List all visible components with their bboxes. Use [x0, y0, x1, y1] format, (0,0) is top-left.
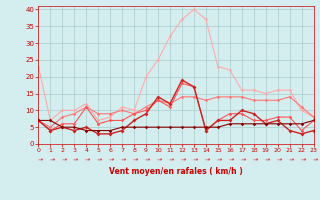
Text: ↗: ↗ [286, 156, 293, 163]
Text: ↗: ↗ [83, 156, 90, 163]
Text: ↗: ↗ [250, 156, 257, 163]
Text: ↗: ↗ [47, 156, 54, 163]
Text: ↗: ↗ [262, 156, 269, 163]
Text: ↗: ↗ [310, 156, 317, 163]
Text: ↗: ↗ [214, 156, 221, 163]
Text: ↗: ↗ [131, 156, 138, 163]
Text: ↗: ↗ [190, 156, 197, 163]
Text: ↗: ↗ [71, 156, 78, 163]
X-axis label: Vent moyen/en rafales ( km/h ): Vent moyen/en rafales ( km/h ) [109, 167, 243, 176]
Text: ↗: ↗ [35, 156, 42, 163]
Text: ↗: ↗ [179, 156, 185, 163]
Text: ↗: ↗ [95, 156, 102, 163]
Text: ↗: ↗ [155, 156, 162, 163]
Text: ↗: ↗ [143, 156, 149, 163]
Text: ↗: ↗ [203, 156, 209, 163]
Text: ↗: ↗ [107, 156, 114, 163]
Text: ↗: ↗ [238, 156, 245, 163]
Text: ↗: ↗ [227, 156, 233, 163]
Text: ↗: ↗ [274, 156, 281, 163]
Text: ↗: ↗ [298, 156, 305, 163]
Text: ↗: ↗ [59, 156, 66, 163]
Text: ↗: ↗ [119, 156, 125, 163]
Text: ↗: ↗ [167, 156, 173, 163]
